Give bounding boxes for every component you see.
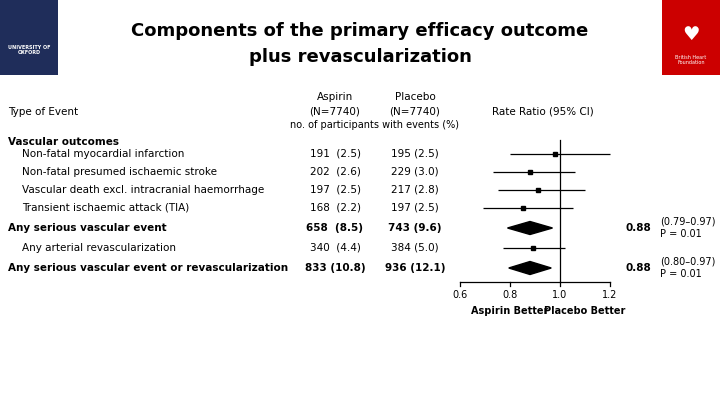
Text: 191  (2.5): 191 (2.5) (310, 149, 361, 159)
Text: 936 (12.1): 936 (12.1) (384, 263, 445, 273)
Text: Non-fatal presumed ischaemic stroke: Non-fatal presumed ischaemic stroke (22, 167, 217, 177)
Text: Aspirin Better: Aspirin Better (472, 306, 549, 316)
Text: 658  (8.5): 658 (8.5) (307, 223, 364, 233)
Text: 202  (2.6): 202 (2.6) (310, 167, 361, 177)
Text: British Heart
Foundation: British Heart Foundation (675, 55, 706, 65)
Text: P = 0.01: P = 0.01 (660, 229, 702, 239)
Text: 833 (10.8): 833 (10.8) (305, 263, 365, 273)
Bar (528, 170, 532, 174)
Text: Components of the primary efficacy outcome: Components of the primary efficacy outco… (131, 22, 589, 40)
Text: no. of participants with events (%): no. of participants with events (%) (290, 120, 459, 130)
Text: (0.79–0.97): (0.79–0.97) (660, 217, 716, 227)
Text: P = 0.01: P = 0.01 (660, 269, 702, 279)
Text: UNIVERSITY OF
OXFORD: UNIVERSITY OF OXFORD (8, 45, 50, 55)
Text: Any arterial revascularization: Any arterial revascularization (22, 243, 176, 253)
FancyBboxPatch shape (0, 0, 58, 75)
Text: Vascular death excl. intracranial haemorrhage: Vascular death excl. intracranial haemor… (22, 185, 264, 195)
Text: plus revascularization: plus revascularization (248, 48, 472, 66)
Text: Any serious vascular event: Any serious vascular event (8, 223, 166, 233)
Text: Placebo: Placebo (395, 92, 436, 102)
Text: 0.88: 0.88 (625, 263, 651, 273)
Text: 1.0: 1.0 (552, 290, 567, 300)
Text: Non-fatal myocardial infarction: Non-fatal myocardial infarction (22, 149, 184, 159)
Text: 340  (4.4): 340 (4.4) (310, 243, 361, 253)
Text: 229 (3.0): 229 (3.0) (391, 167, 438, 177)
Text: Transient ischaemic attack (TIA): Transient ischaemic attack (TIA) (22, 203, 189, 213)
Text: Vascular outcomes: Vascular outcomes (8, 137, 119, 147)
Text: Aspirin: Aspirin (317, 92, 353, 102)
Text: 1.2: 1.2 (603, 290, 618, 300)
Text: 195 (2.5): 195 (2.5) (391, 149, 439, 159)
Text: 384 (5.0): 384 (5.0) (391, 243, 438, 253)
Text: 197  (2.5): 197 (2.5) (310, 185, 361, 195)
Text: 743 (9.6): 743 (9.6) (388, 223, 442, 233)
Text: (N=7740): (N=7740) (310, 107, 361, 117)
Polygon shape (508, 222, 552, 234)
Bar (536, 188, 539, 192)
Text: 197 (2.5): 197 (2.5) (391, 203, 439, 213)
Text: Placebo Better: Placebo Better (544, 306, 626, 316)
Text: (0.80–0.97): (0.80–0.97) (660, 257, 716, 267)
Text: Type of Event: Type of Event (8, 107, 78, 117)
Text: ♥: ♥ (683, 26, 700, 45)
Text: (N=7740): (N=7740) (390, 107, 441, 117)
Text: Any serious vascular event or revascularization: Any serious vascular event or revascular… (8, 263, 288, 273)
Bar (521, 206, 524, 210)
Bar (531, 246, 534, 250)
FancyBboxPatch shape (662, 0, 720, 75)
Text: 0.88: 0.88 (625, 223, 651, 233)
Text: Rate Ratio (95% CI): Rate Ratio (95% CI) (492, 107, 593, 117)
Polygon shape (509, 262, 552, 275)
Text: 217 (2.8): 217 (2.8) (391, 185, 439, 195)
Bar (553, 152, 557, 156)
Text: 0.6: 0.6 (452, 290, 467, 300)
Text: 168  (2.2): 168 (2.2) (310, 203, 361, 213)
Text: 0.8: 0.8 (503, 290, 518, 300)
